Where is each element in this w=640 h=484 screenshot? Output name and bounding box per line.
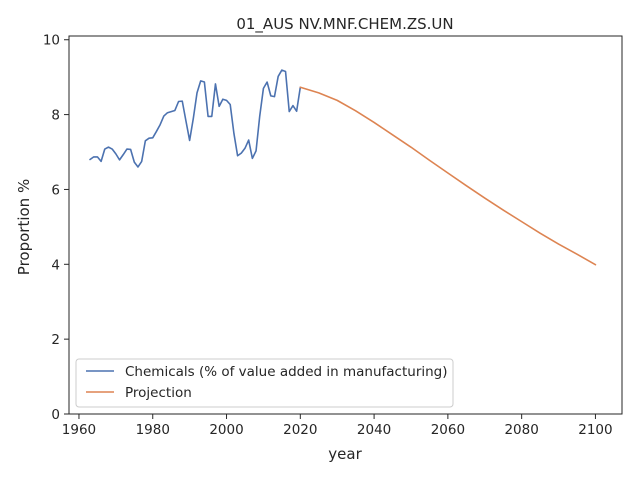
y-axis: 0 2 4 6 8 10 (43, 33, 69, 423)
x-tick-label: 2000 (209, 422, 243, 438)
x-tick-label: 1980 (136, 422, 170, 438)
plot-area (68, 35, 623, 415)
series-line-chemicals (89, 69, 302, 168)
series-line-projection (299, 86, 597, 266)
x-tick-label: 2100 (578, 422, 612, 438)
y-tick-label: 2 (51, 332, 60, 348)
legend-label-projection: Projection (125, 385, 192, 401)
legend-label-chemicals: Chemicals (% of value added in manufactu… (125, 364, 448, 380)
chart-title: 01_AUS NV.MNF.CHEM.ZS.UN (236, 15, 453, 34)
x-tick-label: 2080 (504, 422, 538, 438)
plot-frame (68, 35, 623, 415)
x-axis-label: year (328, 445, 362, 463)
x-axis: 1960 1980 2000 2020 2040 2060 2080 2100 (62, 414, 613, 438)
x-tick-label: 2040 (357, 422, 391, 438)
y-tick-label: 4 (51, 257, 60, 273)
y-tick-label: 0 (51, 407, 60, 423)
y-axis-label: Proportion % (15, 179, 33, 275)
x-tick-label: 2020 (283, 422, 317, 438)
legend: Chemicals (% of value added in manufactu… (75, 358, 454, 408)
x-tick-label: 2060 (431, 422, 465, 438)
y-tick-label: 10 (43, 33, 60, 49)
x-tick-label: 1960 (62, 422, 96, 438)
series-layer (89, 69, 597, 266)
legend-box (75, 358, 454, 408)
y-tick-label: 6 (51, 182, 60, 198)
y-tick-label: 8 (51, 108, 60, 124)
